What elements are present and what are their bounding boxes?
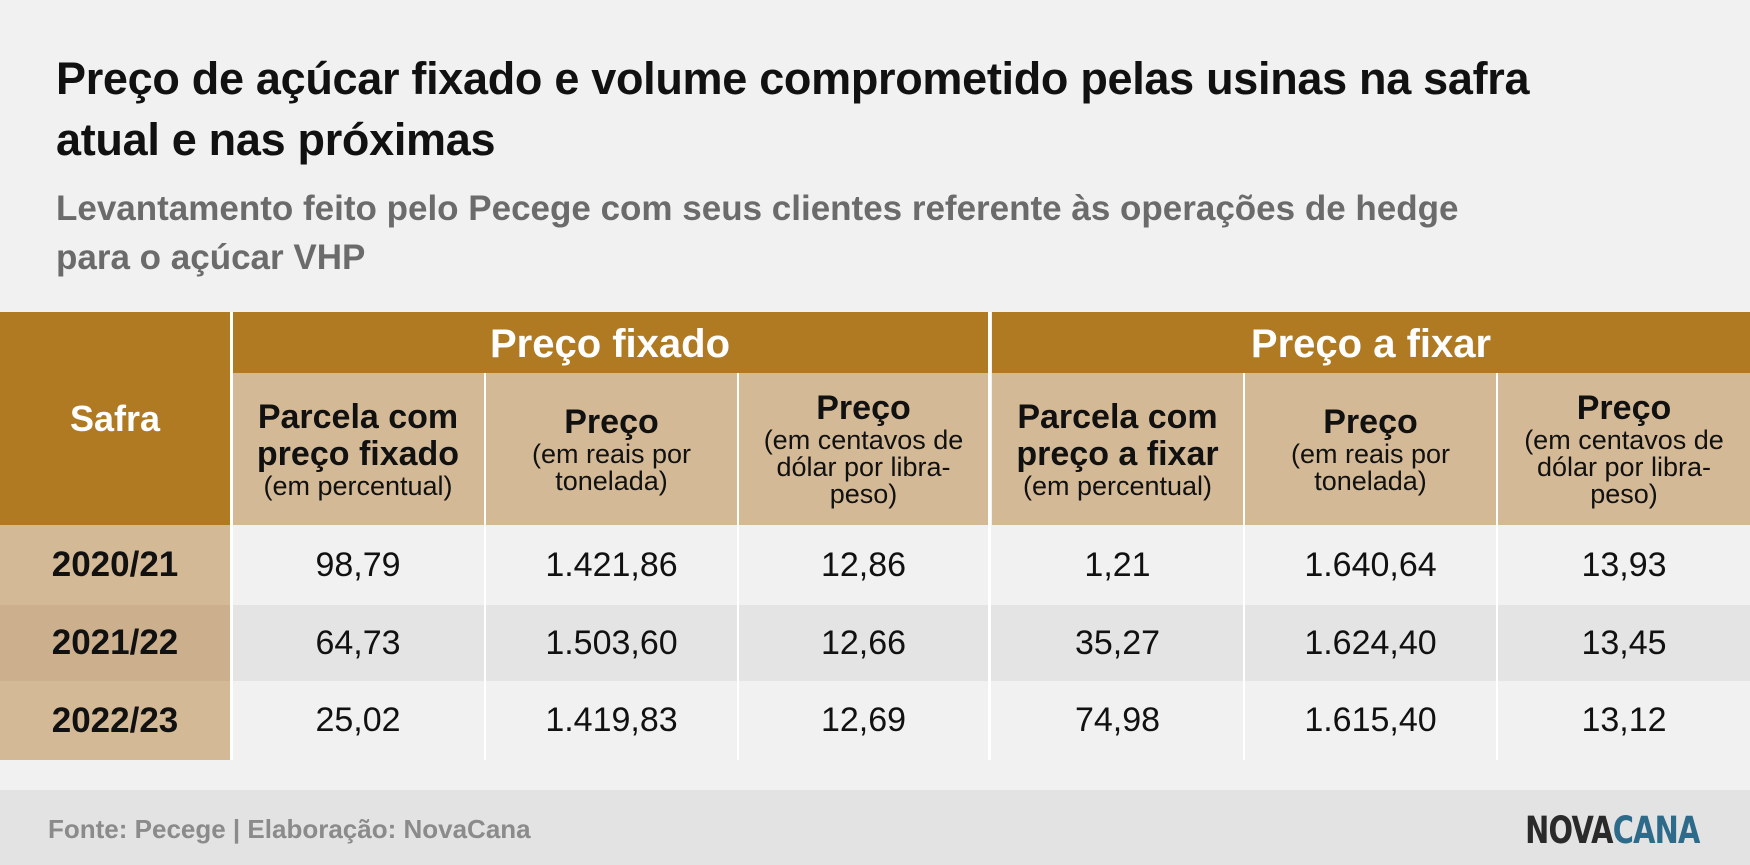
group-header-preco-a-fixar: Preço a fixar (992, 312, 1750, 373)
value-cell: 98,79 (315, 545, 401, 584)
value-cell: 12,69 (820, 701, 907, 739)
value-cell: 1.640,64 (1304, 545, 1437, 584)
value-cell: 35,27 (1074, 623, 1161, 662)
value-cell: 1.421,86 (545, 545, 678, 584)
column-header-unit: (em reais por tonelada) (531, 438, 692, 496)
column-header-3: Preço (em centavos de dólar por libra-pes… (739, 373, 988, 525)
column-divider (1496, 373, 1498, 760)
chart-subtitle: Levantamento feito pelo Pecege com seus … (56, 189, 1459, 277)
column-header-5: Preço (em reais por tonelada) (1245, 373, 1496, 525)
column-header-unit: (em centavos de dólar por libra-peso) (763, 425, 964, 509)
value-cell: 12,86 (820, 545, 907, 584)
footer: Fonte: Pecege | Elaboração: NovaCana NOV… (0, 790, 1750, 865)
source-note: Fonte: Pecege | Elaboração: NovaCana (48, 814, 531, 844)
column-divider (737, 373, 739, 760)
group-header-preco-fixado: Preço fixado (232, 312, 988, 373)
chart-title: Preço de açúcar fixado e volume comprome… (56, 53, 1530, 165)
column-divider (1243, 373, 1245, 760)
value-cell: 1.503,60 (545, 623, 678, 662)
logo-part-nova: NOVA (1525, 809, 1614, 852)
safra-cell: 2021/22 (0, 605, 230, 681)
safra-cell: 2020/21 (0, 525, 230, 605)
safra-header: Safra (0, 312, 230, 525)
column-divider (988, 312, 991, 760)
value-cell: 1.615,40 (1304, 701, 1437, 739)
column-header-2: Preço (em reais por tonelada) (486, 373, 737, 525)
value-cell: 13,93 (1581, 545, 1667, 584)
logo-part-cana: CANA (1613, 809, 1701, 852)
safra-cell: 2022/23 (0, 681, 230, 760)
column-divider (230, 312, 233, 760)
value-cell: 74,98 (1074, 701, 1161, 739)
value-cell: 25,02 (315, 701, 401, 739)
column-header-1: Parcela com preço fixado (em percentual) (232, 373, 484, 525)
value-cell: 1,21 (1084, 545, 1151, 584)
column-header-title: Parcela com preço a fixar (1016, 397, 1219, 473)
column-header-unit: (em percentual) (1022, 470, 1213, 501)
value-cell: 64,73 (315, 623, 401, 662)
value-cell: 12,66 (820, 623, 907, 662)
column-header-unit: (em percentual) (263, 470, 453, 501)
column-header-title: Preço (816, 389, 911, 427)
value-cell: 1.624,40 (1304, 623, 1437, 662)
column-header-title: Preço (564, 402, 659, 441)
column-header-unit: (em reais por tonelada) (1290, 438, 1451, 496)
novacana-logo: NOVACANA (1525, 809, 1701, 852)
value-cell: 13,12 (1581, 701, 1667, 739)
value-cell: 13,45 (1581, 623, 1667, 662)
data-table: Safra Preço fixado Preço a fixar Parcela… (0, 312, 1750, 760)
column-header-title: Parcela com preço fixado (256, 397, 460, 473)
column-header-title: Preço (1576, 389, 1672, 427)
column-header-title: Preço (1323, 402, 1418, 441)
column-header-4: Parcela com preço a fixar (em percentual) (992, 373, 1243, 525)
column-divider (484, 373, 486, 760)
column-header-unit: (em centavos de dólar por libra-peso) (1524, 425, 1724, 509)
value-cell: 1.419,83 (545, 701, 678, 739)
column-header-6: Preço (em centavos de dólar por libra-pes… (1498, 373, 1750, 525)
